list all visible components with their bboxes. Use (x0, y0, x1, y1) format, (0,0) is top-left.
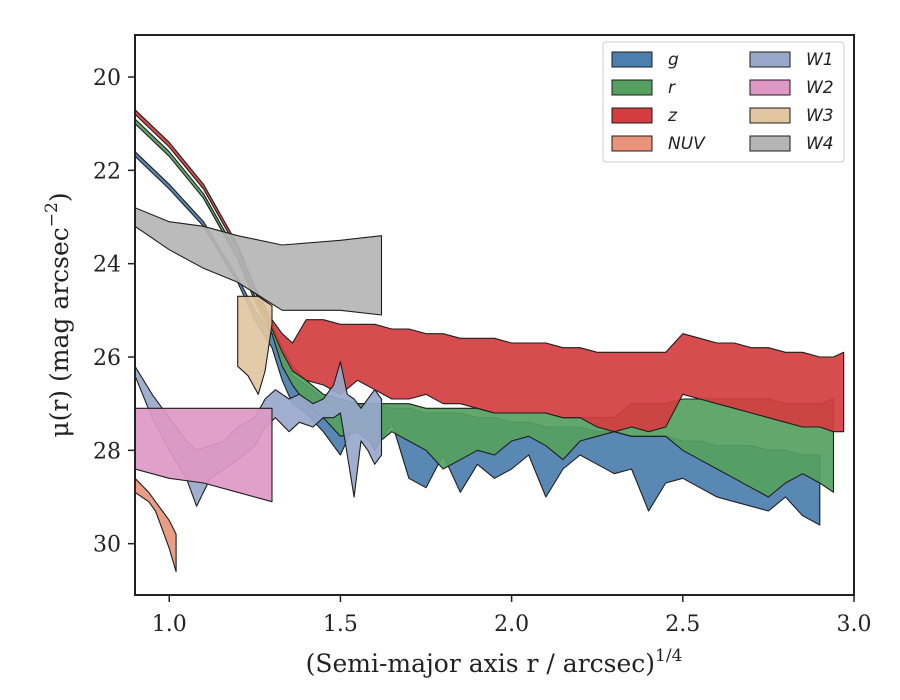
y-tick-label: 26 (93, 346, 121, 371)
legend-swatch-z (611, 107, 653, 124)
legend: grz NUV W1 W2 W3 W4 (602, 41, 845, 163)
x-tick-label: 1.0 (152, 612, 187, 637)
x-axis-label: (Semi-major axis r / arcsec)1/4 (306, 646, 683, 678)
legend-label-w4: W4 (806, 134, 834, 154)
legend-label-w2: W2 (806, 78, 834, 98)
series-band-w3 (237, 295, 273, 395)
y-tick-label: 28 (93, 439, 121, 464)
x-tick-label: 2.0 (494, 612, 529, 637)
legend-label-w3: W3 (806, 106, 834, 126)
legend-label-r: r (668, 78, 676, 98)
series-band-w4 (135, 207, 383, 316)
y-tick-label: 22 (93, 159, 121, 184)
legend-swatch-w4 (749, 135, 791, 152)
legend-swatch-w3 (749, 107, 791, 124)
series-band-z (135, 109, 845, 433)
series-band-nuv (135, 477, 177, 573)
legend-swatch-w1 (749, 51, 791, 68)
x-tick-label: 3.0 (837, 612, 872, 637)
y-tick-label: 24 (93, 253, 121, 278)
legend-label-w1: W1 (806, 50, 834, 70)
legend-label-nuv: NUV (668, 134, 706, 154)
legend-swatch-nuv (611, 135, 653, 152)
legend-frame (602, 41, 845, 163)
legend-label-g: g (668, 50, 679, 70)
series-layer (135, 109, 845, 573)
plot-frame (134, 34, 855, 596)
legend-swatch-r (611, 79, 653, 96)
x-tick-label: 1.5 (323, 612, 358, 637)
legend-swatch-g (611, 51, 653, 68)
y-axis: 20 22 24 26 28 30 (93, 66, 135, 558)
x-tick-label: 2.5 (665, 612, 700, 637)
series-band-w2 (135, 407, 273, 503)
y-axis-label: μ(r) (mag arcsec−2) (42, 192, 74, 437)
y-tick-label: 30 (93, 533, 121, 558)
y-tick-label: 20 (93, 66, 121, 91)
x-axis: 1.0 1.5 2.0 2.5 3.0 (152, 595, 872, 637)
legend-label-z: z (667, 106, 678, 126)
legend-swatch-w2 (749, 79, 791, 96)
